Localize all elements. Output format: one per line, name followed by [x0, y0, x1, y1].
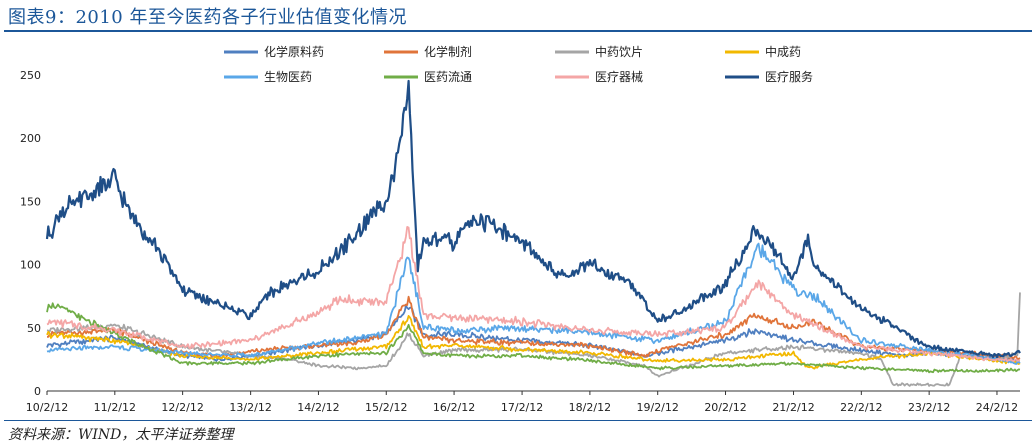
x-tick-label: 18/2/12	[569, 401, 611, 414]
legend-label: 化学制剂	[424, 44, 472, 59]
series-line	[46, 292, 1021, 387]
x-tick-label: 15/2/12	[365, 401, 407, 414]
legend-label: 医药流通	[424, 70, 472, 84]
x-tick-label: 19/2/12	[636, 401, 678, 414]
y-tick-label: 200	[20, 132, 41, 145]
x-tick-label: 14/2/12	[297, 401, 339, 414]
y-tick-label: 0	[34, 385, 41, 398]
series-line	[46, 242, 1021, 365]
legend-label: 医疗服务	[765, 69, 813, 84]
y-tick-label: 100	[20, 259, 41, 272]
y-tick-label: 50	[27, 322, 41, 335]
x-tick-label: 20/2/12	[704, 401, 746, 414]
legend-label: 化学原料药	[264, 44, 324, 59]
x-tick-label: 12/2/12	[161, 401, 203, 414]
source-note: 资料来源：WIND，太平洋证券整理	[8, 427, 234, 443]
y-tick-label: 150	[20, 195, 41, 208]
x-tick-label: 24/2/12	[976, 401, 1018, 414]
legend-label: 中成药	[765, 44, 801, 59]
chart-axes: 0 50 100 150 200 250 10/2/12 11/2/12 12/2/12 13/2…	[20, 69, 1020, 414]
footer-rule	[4, 420, 1032, 421]
x-tick-label: 22/2/12	[840, 401, 882, 414]
x-tick-label: 10/2/12	[26, 401, 68, 414]
x-tick-label: 16/2/12	[433, 401, 475, 414]
x-tick-label: 17/2/12	[501, 401, 543, 414]
legend-label: 医疗器械	[595, 69, 643, 84]
legend-label: 生物医药	[264, 70, 312, 84]
series-line	[46, 302, 1021, 374]
legend-label: 中药饮片	[595, 44, 643, 59]
x-tick-label: 23/2/12	[908, 401, 950, 414]
x-tick-label: 21/2/12	[772, 401, 814, 414]
series-line	[45, 79, 1021, 359]
x-tick-label: 11/2/12	[94, 401, 136, 414]
series-lines	[45, 79, 1021, 387]
title-rule	[4, 30, 1032, 32]
chart-title: 图表9：2010 年至今医药各子行业估值变化情况	[8, 7, 407, 28]
x-tick-label: 13/2/12	[229, 401, 271, 414]
y-tick-label: 250	[20, 69, 41, 82]
series-line	[46, 315, 1021, 370]
series-line	[46, 226, 1021, 363]
